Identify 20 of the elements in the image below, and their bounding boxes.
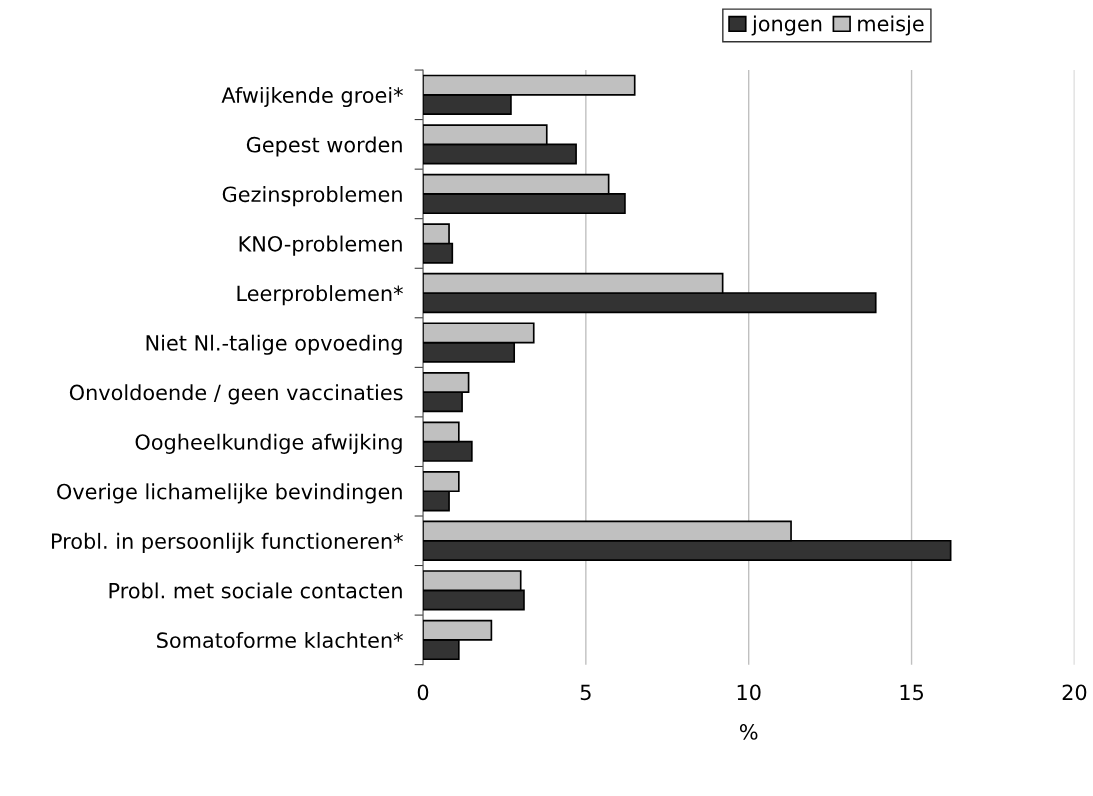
legend-label: meisje	[858, 15, 924, 36]
y-tick-label: Overige lichamelijke bevindingen	[57, 483, 402, 504]
x-tick-label: 5	[580, 684, 591, 701]
x-tick-label: 0	[417, 684, 429, 701]
x-tick-label: 10	[737, 684, 761, 701]
y-tick-label: Niet Nl.-talige opvoeding	[146, 334, 402, 355]
y-tick-label: KNO-problemen	[239, 235, 402, 256]
x-tick-label: 15	[900, 684, 923, 701]
y-tick-label: Gepest worden	[246, 136, 402, 157]
y-tick-label: Probl. in persoonlijk functioneren*	[52, 532, 403, 554]
y-tick-label: Somatoforme klachten*	[157, 631, 403, 649]
x-axis-title: %	[739, 724, 758, 740]
y-tick-label: Oogheelkundige afwijking	[135, 433, 402, 454]
y-tick-label: Afwijkende groei*	[221, 86, 403, 108]
y-tick-label: Leerproblemen*	[237, 285, 403, 306]
legend-label: jongen	[751, 15, 822, 36]
y-tick-label: Probl. met sociale contacten	[109, 582, 402, 599]
x-tick-label: 20	[1062, 684, 1087, 701]
y-tick-label: Gezinsproblemen	[222, 186, 402, 207]
y-tick-label: Onvoldoende / geen vaccinaties	[69, 384, 403, 405]
